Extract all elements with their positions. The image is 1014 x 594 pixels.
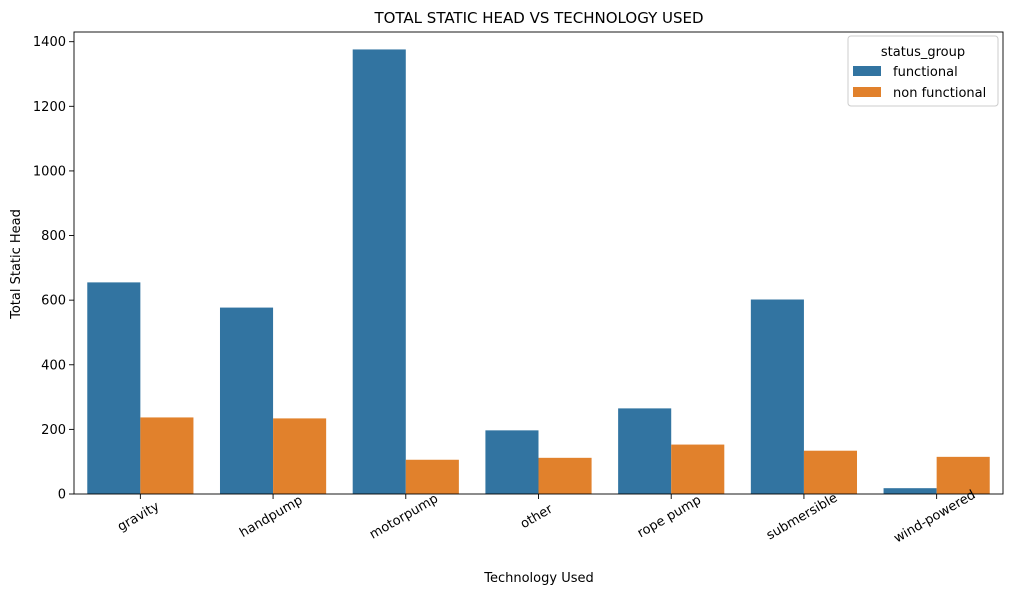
y-axis-label: Total Static Head xyxy=(9,209,24,320)
x-tick-label: gravity xyxy=(115,499,162,535)
legend-swatch-functional xyxy=(853,66,881,76)
legend: status_group functional non functional xyxy=(847,35,999,107)
bar-non-functional-other xyxy=(538,457,592,494)
plot-area: 0 200 400 600 800 1000 1200 1400 gravity handpump… xyxy=(33,35,990,546)
y-tick-label: 400 xyxy=(41,358,66,373)
y-tick-label: 1200 xyxy=(33,100,66,115)
plot-frame xyxy=(73,31,1004,495)
legend-title: status_group xyxy=(881,45,965,60)
bar-non-functional-handpump xyxy=(273,418,327,494)
y-tick-label: 200 xyxy=(41,423,66,438)
y-tick-label: 1000 xyxy=(33,164,66,179)
bar-non-functional-submersible xyxy=(803,450,858,494)
legend-label-non-functional: non functional xyxy=(893,86,986,101)
x-tick-label: wind-powered xyxy=(891,488,978,547)
legend-box xyxy=(847,35,999,107)
bar-functional-motorpump xyxy=(352,49,406,494)
bar-non-functional-wind-powered xyxy=(936,456,990,494)
bar-functional-handpump xyxy=(219,307,274,494)
x-axis-label: Technology Used xyxy=(483,571,594,586)
bar-functional-rope-pump xyxy=(618,408,672,494)
y-tick-label: 600 xyxy=(41,294,66,309)
chart-title: TOTAL STATIC HEAD VS TECHNOLOGY USED xyxy=(373,9,703,27)
bar-non-functional-rope-pump xyxy=(671,444,725,494)
bar-functional-other xyxy=(485,430,539,494)
x-tick-label: motorpump xyxy=(367,491,441,542)
legend-label-functional: functional xyxy=(893,65,958,80)
y-tick-label: 800 xyxy=(41,229,66,244)
y-tick-label: 1400 xyxy=(33,35,66,50)
bar-non-functional-motorpump xyxy=(405,459,459,494)
bar-functional-gravity xyxy=(87,282,141,494)
bar-functional-submersible xyxy=(750,299,804,494)
x-tick-label: other xyxy=(518,501,556,532)
legend-swatch-non-functional xyxy=(853,87,881,97)
y-tick-label: 0 xyxy=(58,488,66,503)
x-tick-label: rope pump xyxy=(635,493,704,541)
bar-non-functional-gravity xyxy=(140,417,194,494)
x-tick-label: handpump xyxy=(237,493,305,541)
x-tick-label: submersible xyxy=(764,491,840,544)
bar-functional-wind-powered xyxy=(883,488,937,494)
